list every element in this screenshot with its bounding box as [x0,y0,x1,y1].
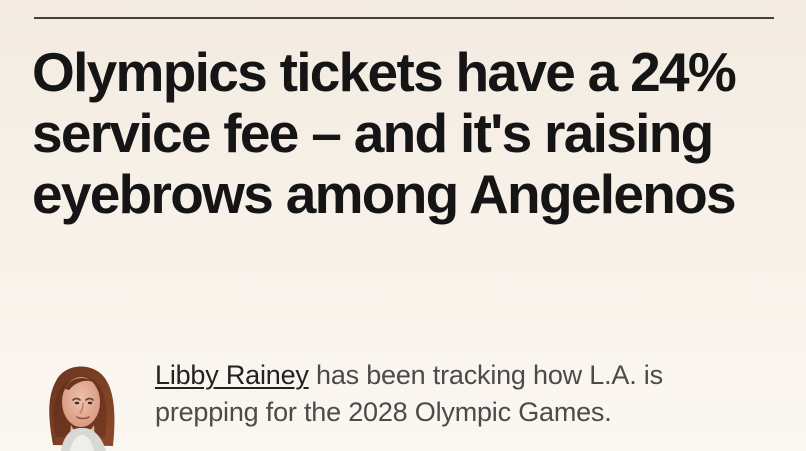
author-photo-illustration [49,366,115,451]
author-note: Libby Rainey has been tracking how L.A. … [155,357,755,431]
top-divider [34,17,774,19]
author-avatar-icon [32,355,132,451]
author-description: has been tracking how L.A. is prepping f… [155,360,663,427]
article-headline: Olympics tickets have a 24% service fee … [32,41,737,225]
author-byline: Libby Rainey has been tracking how L.A. … [32,350,777,451]
author-link[interactable]: Libby Rainey [155,360,309,390]
